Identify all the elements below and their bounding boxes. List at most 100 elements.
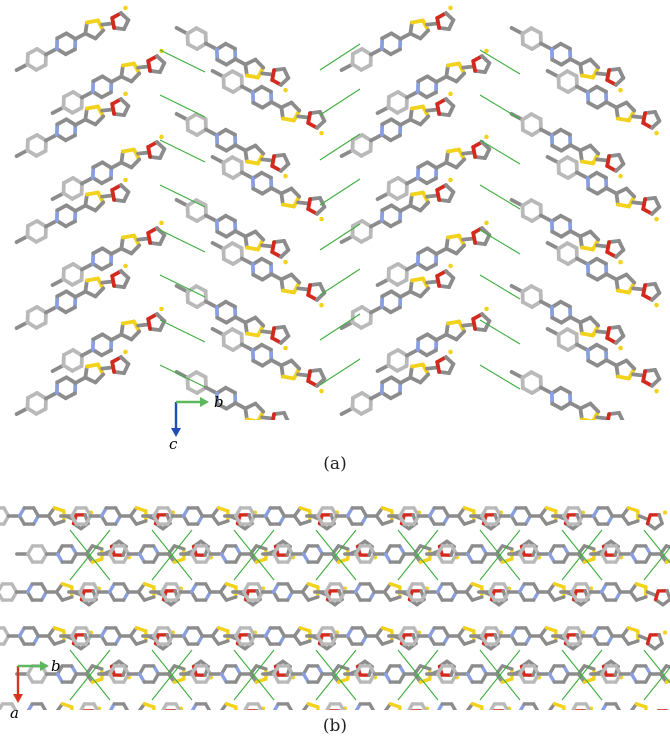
bond — [614, 248, 626, 259]
bond — [269, 100, 284, 110]
sulfur-atom — [654, 216, 659, 222]
bond — [240, 342, 254, 352]
axis-indicator-a: b c — [169, 395, 224, 450]
bond — [464, 590, 475, 602]
sulfur-atom — [123, 349, 128, 355]
bond — [444, 74, 459, 84]
molecule — [50, 220, 167, 288]
bond — [434, 74, 449, 84]
bond — [174, 369, 189, 380]
bond — [279, 76, 291, 87]
bond — [398, 31, 413, 41]
bond — [461, 64, 476, 70]
molecule — [375, 306, 492, 374]
contact-line — [159, 274, 206, 298]
bond — [243, 315, 258, 325]
contact-line — [479, 94, 521, 120]
contact-line — [159, 229, 206, 253]
contact-line — [643, 546, 670, 581]
bond — [444, 246, 459, 256]
sulfur-atom — [283, 259, 288, 265]
bond — [136, 64, 151, 70]
sulfur-atom — [319, 388, 324, 394]
contact-line — [319, 88, 361, 116]
bond — [174, 25, 189, 36]
bond — [339, 234, 354, 245]
molecule — [425, 659, 542, 684]
bond — [538, 634, 549, 646]
bond — [296, 114, 311, 120]
contact-line — [643, 666, 670, 701]
b-axis-label: b — [51, 657, 61, 675]
bond — [44, 219, 58, 229]
bond — [54, 590, 65, 602]
bond — [119, 97, 131, 108]
bond — [575, 170, 589, 180]
bond — [657, 633, 664, 646]
molecule — [509, 25, 626, 93]
molecule — [223, 626, 340, 651]
sulfur-atom — [484, 48, 489, 54]
bond — [620, 514, 631, 526]
bond — [339, 406, 354, 417]
bond — [545, 68, 560, 79]
contact-line — [159, 364, 206, 388]
sulfur-atom — [123, 91, 128, 97]
bond — [650, 377, 662, 388]
molecule — [14, 5, 131, 73]
bond — [243, 57, 258, 67]
bond — [100, 107, 115, 113]
contact-line — [479, 184, 521, 210]
bond — [367, 702, 376, 710]
molecule — [231, 582, 348, 607]
bond — [614, 76, 626, 87]
sulfur-atom — [484, 134, 489, 140]
sulfur-atom — [618, 345, 623, 351]
bond — [44, 133, 58, 143]
bond — [509, 25, 524, 36]
bond — [296, 200, 311, 206]
molecule — [387, 506, 504, 531]
bond — [434, 246, 449, 256]
bond — [461, 150, 476, 156]
molecule — [14, 91, 131, 159]
sulfur-atom — [319, 130, 324, 136]
contact-line — [319, 133, 361, 161]
molecule — [325, 702, 430, 710]
bond — [645, 590, 658, 598]
bond — [83, 31, 98, 41]
sulfur-atom — [123, 5, 128, 11]
contact-line — [319, 268, 361, 296]
bond — [575, 84, 589, 94]
bond — [80, 176, 94, 186]
molecule — [507, 659, 624, 684]
bond — [260, 243, 275, 249]
bond — [456, 514, 467, 526]
bond — [637, 514, 650, 522]
molecule — [174, 25, 291, 93]
molecule — [477, 582, 594, 607]
bond — [279, 100, 294, 110]
molecule — [375, 48, 492, 116]
sulfur-atom — [159, 306, 164, 312]
bond — [650, 205, 662, 216]
bond — [210, 154, 225, 165]
bond — [100, 193, 115, 199]
bond — [614, 334, 626, 345]
bond — [369, 305, 383, 315]
bond — [575, 256, 589, 266]
molecule — [339, 5, 456, 73]
bond — [121, 702, 130, 710]
molecule — [545, 154, 662, 222]
sulfur-atom — [662, 510, 668, 515]
contact-line — [151, 529, 193, 581]
bond — [270, 412, 276, 420]
bond — [204, 299, 218, 309]
bond — [83, 289, 98, 299]
contact-line — [233, 529, 275, 581]
bond — [210, 68, 225, 79]
bond — [405, 176, 419, 186]
bond — [546, 590, 557, 602]
bond — [260, 415, 275, 420]
bond — [604, 272, 619, 282]
